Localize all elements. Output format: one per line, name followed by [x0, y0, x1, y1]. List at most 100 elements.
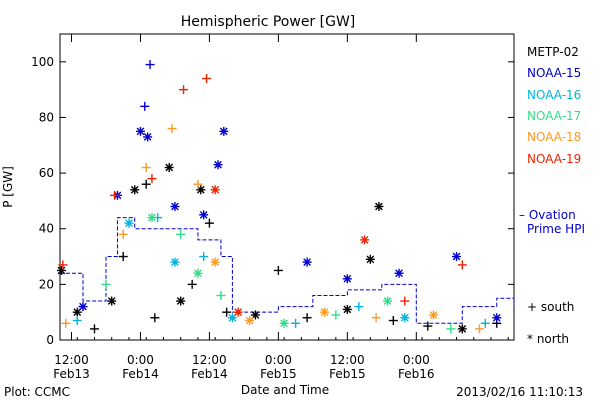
point-metp-02-north — [342, 304, 352, 314]
x-tick-label-time: 12:00 — [330, 353, 365, 367]
y-tick-label: 20 — [39, 277, 54, 291]
point-noaa-17-south — [446, 324, 456, 334]
plot-timestamp: 2013/02/16 11:10:13 — [456, 385, 583, 399]
point-noaa-15-north — [492, 313, 502, 323]
legend-south-marker: + south — [527, 300, 574, 314]
x-tick-label-date: Feb16 — [398, 367, 435, 381]
legend-item-noaa19: NOAA-19 — [527, 152, 581, 166]
point-noaa-15-south — [140, 101, 150, 111]
x-tick-label-time: 0:00 — [265, 353, 292, 367]
point-noaa-15-north — [394, 268, 404, 278]
chart-title: Hemispheric Power [GW] — [181, 14, 356, 30]
point-noaa-17-south — [176, 229, 186, 239]
point-noaa-19-south — [179, 85, 189, 95]
point-noaa-18-south — [61, 318, 71, 328]
legend-ovation-line1: – Ovation — [519, 208, 576, 222]
point-noaa-18-south — [141, 163, 151, 173]
point-noaa-18-north — [245, 316, 255, 326]
point-metp-02-north — [365, 254, 375, 264]
point-noaa-16-north — [124, 218, 134, 228]
point-noaa-15-north — [135, 126, 145, 136]
point-metp-02-north — [130, 185, 140, 195]
point-metp-02-south — [204, 218, 214, 228]
x-tick-label-date: Feb15 — [329, 367, 366, 381]
legend-item-noaa17: NOAA-17 — [527, 109, 581, 123]
plot-credit: Plot: CCMC — [4, 385, 70, 399]
point-noaa-16-north — [227, 313, 237, 323]
point-noaa-15-south — [145, 60, 155, 70]
legend-ovation-line2: Prime HPI — [527, 222, 585, 236]
point-noaa-15-north — [170, 201, 180, 211]
x-tick-label-date: Feb14 — [122, 367, 159, 381]
point-noaa-15-north — [302, 257, 312, 267]
point-noaa-18-south — [371, 313, 381, 323]
point-noaa-18-south — [475, 324, 485, 334]
axes-group: 02040608010012:00Feb130:00Feb1412:00Feb1… — [31, 34, 514, 381]
x-tick-label-date: Feb14 — [191, 367, 228, 381]
point-noaa-19-south — [202, 74, 212, 84]
legend: METP-02 NOAA-15 NOAA-16 NOAA-17 NOAA-18 … — [519, 45, 585, 346]
point-metp-02-north — [56, 265, 66, 275]
point-noaa-19-south — [58, 260, 68, 270]
point-metp-02-south — [150, 313, 160, 323]
data-points-group — [56, 60, 502, 334]
point-noaa-18-south — [167, 124, 177, 134]
legend-item-noaa18: NOAA-18 — [527, 130, 581, 144]
point-noaa-17-south — [101, 279, 111, 289]
x-tick-label-time: 12:00 — [54, 353, 89, 367]
point-metp-02-south — [222, 307, 232, 317]
point-metp-02-south — [423, 321, 433, 331]
point-metp-02-south — [89, 324, 99, 334]
x-tick-label-time: 0:00 — [127, 353, 154, 367]
point-noaa-19-south — [400, 296, 410, 306]
point-metp-02-north — [107, 296, 117, 306]
point-noaa-18-south — [118, 229, 128, 239]
legend-item-metp02: METP-02 — [527, 45, 579, 59]
y-tick-label: 80 — [39, 110, 54, 124]
point-noaa-15-north — [342, 274, 352, 284]
point-noaa-17-south — [216, 290, 226, 300]
x-tick-label-date: Feb13 — [53, 367, 90, 381]
point-noaa-15-north — [452, 252, 462, 262]
x-axis-label: Date and Time — [241, 383, 329, 397]
point-noaa-18-north — [319, 307, 329, 317]
legend-item-noaa15: NOAA-15 — [527, 66, 581, 80]
point-noaa-15-north — [219, 126, 229, 136]
point-metp-02-south — [118, 252, 128, 262]
point-noaa-18-south — [193, 179, 203, 189]
point-noaa-15-north — [78, 302, 88, 312]
point-noaa-19-north — [210, 185, 220, 195]
y-tick-label: 0 — [46, 333, 54, 347]
point-noaa-19-north — [360, 235, 370, 245]
y-tick-label: 100 — [31, 55, 54, 69]
point-noaa-16-south — [291, 318, 301, 328]
point-noaa-16-north — [400, 313, 410, 323]
point-noaa-18-north — [429, 310, 439, 320]
point-metp-02-north — [457, 324, 467, 334]
x-tick-label-time: 12:00 — [192, 353, 227, 367]
point-noaa-16-south — [199, 252, 209, 262]
point-noaa-19-south — [147, 174, 157, 184]
point-noaa-16-south — [480, 318, 490, 328]
ovation-hpi-line — [60, 217, 515, 324]
legend-item-noaa16: NOAA-16 — [527, 88, 581, 102]
point-noaa-17-north — [147, 213, 157, 223]
point-noaa-15-north — [143, 132, 153, 142]
x-tick-label-time: 0:00 — [403, 353, 430, 367]
point-metp-02-south — [141, 179, 151, 189]
point-metp-02-south — [388, 316, 398, 326]
point-metp-02-north — [250, 310, 260, 320]
plot-area-frame — [59, 33, 515, 341]
point-metp-02-south — [187, 279, 197, 289]
point-noaa-19-south — [457, 260, 467, 270]
point-metp-02-north — [164, 163, 174, 173]
point-noaa-16-south — [354, 302, 364, 312]
y-tick-label: 60 — [39, 166, 54, 180]
point-noaa-15-north — [213, 160, 223, 170]
point-noaa-16-south — [72, 316, 82, 326]
point-metp-02-south — [302, 313, 312, 323]
y-tick-label: 40 — [39, 222, 54, 236]
point-metp-02-north — [72, 307, 82, 317]
point-noaa-16-north — [170, 257, 180, 267]
